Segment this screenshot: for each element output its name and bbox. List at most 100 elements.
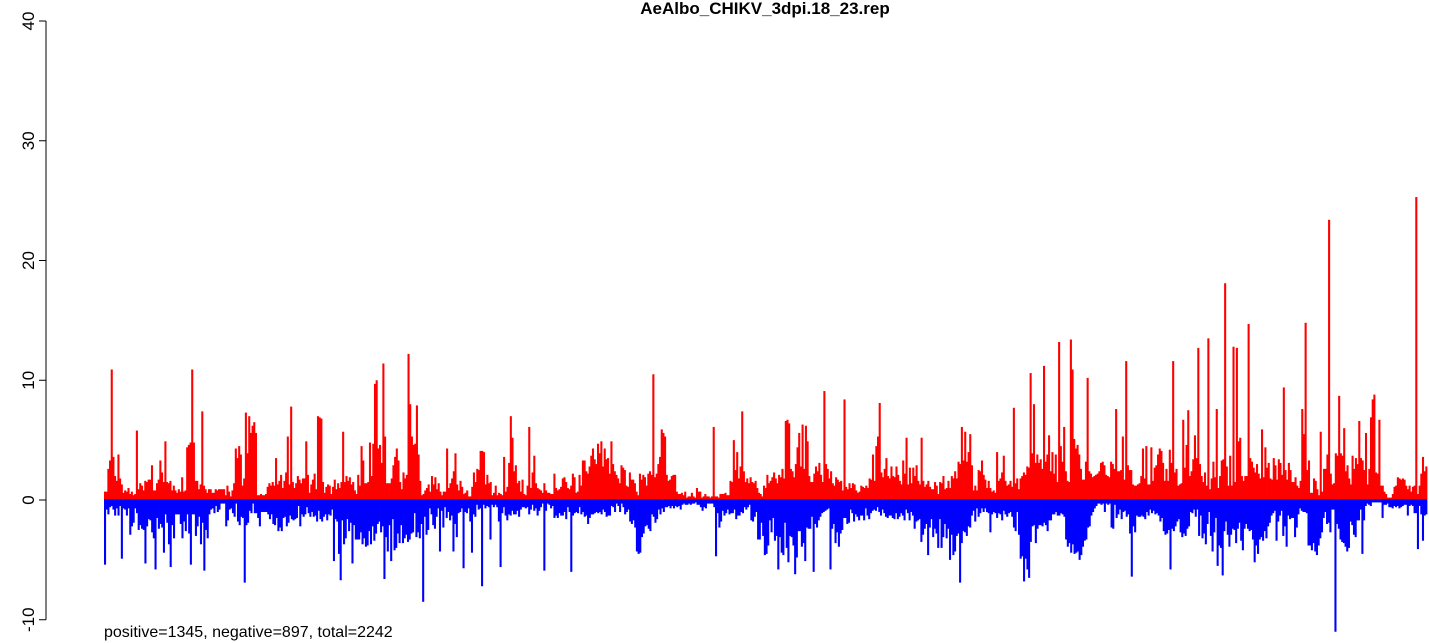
negative-bar	[432, 500, 435, 526]
negative-bar	[597, 500, 600, 514]
positive-bar	[794, 464, 797, 500]
positive-bar	[617, 478, 620, 500]
negative-bar	[396, 500, 399, 534]
negative-bar	[162, 500, 165, 553]
positive-bar	[504, 491, 507, 500]
positive-bar	[905, 437, 908, 500]
positive-bar	[1306, 470, 1309, 500]
positive-bar	[481, 450, 484, 500]
positive-bar	[1059, 446, 1062, 500]
positive-bar	[288, 484, 291, 500]
positive-bar	[932, 489, 935, 500]
positive-bar	[526, 485, 529, 500]
positive-bar	[1286, 479, 1289, 500]
positive-bar	[711, 496, 714, 500]
negative-bar	[339, 500, 342, 581]
negative-bar	[378, 500, 381, 522]
negative-bar	[1272, 500, 1275, 514]
negative-bar	[1361, 500, 1364, 554]
negative-bar	[1093, 500, 1096, 509]
positive-bar	[1128, 470, 1131, 500]
negative-bar	[821, 500, 824, 514]
negative-bar	[745, 500, 748, 510]
positive-bar	[727, 495, 730, 500]
positive-bar	[816, 471, 819, 500]
negative-bar	[810, 500, 814, 517]
positive-bar	[298, 479, 301, 500]
negative-bar	[935, 500, 938, 534]
positive-bar	[1292, 482, 1295, 500]
positive-bar	[677, 494, 680, 500]
positive-bar	[407, 353, 410, 500]
positive-bar	[845, 486, 848, 500]
positive-bar	[1198, 464, 1202, 500]
positive-bar	[310, 484, 313, 500]
positive-bar	[1011, 486, 1014, 500]
positive-bar	[771, 477, 774, 500]
negative-bar	[1228, 500, 1231, 547]
positive-bar	[620, 465, 623, 500]
negative-bar	[1351, 500, 1354, 526]
positive-bar	[570, 485, 573, 500]
negative-bar	[329, 500, 332, 516]
negative-bar	[509, 500, 512, 516]
positive-bar	[1106, 476, 1109, 500]
negative-bar	[226, 500, 229, 521]
positive-bar	[496, 495, 499, 500]
negative-bar	[1248, 500, 1251, 532]
positive-bar	[699, 491, 702, 500]
negative-bar	[600, 500, 603, 515]
negative-bar	[233, 500, 236, 517]
positive-bar	[422, 494, 425, 500]
negative-bar	[741, 500, 745, 514]
negative-bar	[735, 500, 738, 520]
positive-bar	[1385, 494, 1388, 500]
negative-bar	[1341, 500, 1344, 542]
negative-bar	[1339, 500, 1342, 540]
negative-bar	[1263, 500, 1266, 532]
positive-bar	[823, 391, 826, 500]
negative-bar	[994, 500, 997, 514]
negative-bar	[715, 500, 718, 557]
negative-bar	[645, 500, 649, 526]
positive-bar	[355, 494, 358, 500]
negative-bar	[290, 500, 293, 520]
positive-bar	[778, 474, 781, 500]
positive-bar	[382, 363, 385, 500]
positive-bar	[226, 485, 229, 500]
negative-bar	[383, 500, 386, 580]
negative-bar	[979, 500, 982, 514]
negative-bar	[1395, 500, 1398, 508]
positive-bar	[300, 483, 303, 500]
positive-bar	[1271, 479, 1274, 500]
positive-bar	[986, 488, 989, 500]
negative-bar	[834, 500, 837, 544]
positive-bar	[367, 482, 370, 500]
positive-bar	[608, 473, 611, 500]
negative-bar	[539, 500, 543, 508]
negative-bar	[1371, 500, 1374, 503]
positive-bar	[1212, 461, 1215, 500]
positive-bar	[266, 486, 269, 500]
positive-bar	[389, 483, 392, 500]
negative-bar	[201, 500, 204, 523]
negative-bar	[748, 500, 751, 505]
negative-bar	[856, 500, 859, 517]
positive-bar	[566, 488, 569, 500]
positive-bar	[498, 492, 501, 500]
positive-bar	[814, 466, 818, 500]
negative-bar	[1400, 500, 1403, 508]
negative-bar	[578, 500, 581, 508]
negative-bar	[331, 500, 334, 510]
positive-bar	[939, 482, 942, 500]
positive-bar	[669, 479, 672, 500]
count-annotation: positive=1345, negative=897, total=2242	[104, 624, 393, 641]
positive-bar	[721, 494, 724, 500]
positive-bar	[353, 490, 356, 500]
negative-bar	[292, 500, 295, 521]
positive-bar	[1282, 387, 1285, 500]
positive-bar	[1224, 283, 1227, 500]
negative-bar	[1209, 500, 1212, 536]
positive-bar	[1051, 452, 1054, 500]
negative-bar	[1142, 500, 1145, 517]
